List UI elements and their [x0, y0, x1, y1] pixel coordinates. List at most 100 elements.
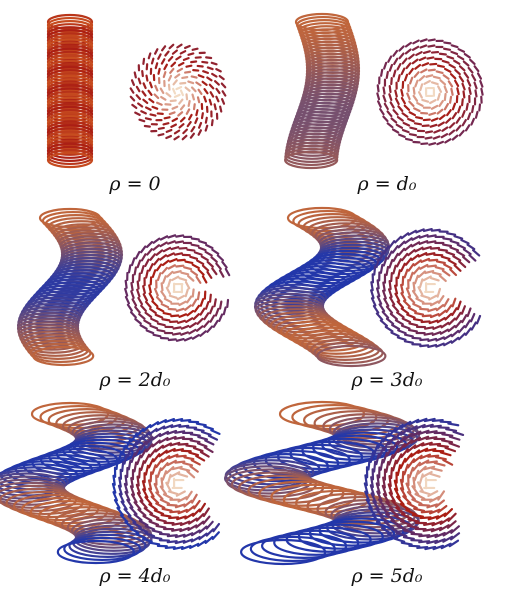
rod [190, 125, 196, 133]
rod [151, 300, 159, 308]
rod [431, 271, 442, 276]
rod [431, 331, 442, 336]
rod [364, 474, 368, 487]
rod [406, 425, 418, 433]
rod [407, 263, 415, 272]
rod [379, 108, 385, 116]
rod [190, 75, 198, 79]
rod [127, 459, 132, 471]
caption: ρ = 2d₀ [98, 369, 170, 391]
rod [165, 92, 172, 98]
rod [421, 62, 430, 67]
rod [179, 104, 186, 111]
rod [429, 62, 438, 66]
rod [480, 87, 484, 96]
rod [174, 533, 186, 539]
rod [192, 313, 200, 321]
rod [382, 289, 387, 300]
rod [153, 48, 159, 55]
rod [428, 472, 441, 478]
rod [140, 265, 145, 274]
rod [177, 508, 189, 515]
rod [407, 53, 415, 60]
rod [444, 312, 453, 321]
rod [418, 503, 431, 507]
rod [447, 259, 457, 266]
rod [382, 440, 390, 452]
rod [155, 249, 164, 256]
rod [167, 278, 172, 288]
rod [171, 117, 179, 123]
rod [445, 251, 456, 256]
rod [191, 493, 198, 504]
rod [120, 500, 128, 511]
rod [175, 307, 185, 313]
rod [190, 237, 200, 241]
rod [376, 474, 380, 487]
rod [155, 458, 163, 469]
rod [382, 451, 388, 464]
rod [148, 284, 152, 294]
rod [405, 287, 412, 298]
rod [399, 427, 411, 436]
rod [193, 499, 201, 510]
rod [201, 275, 208, 284]
rod [451, 297, 457, 308]
rod [176, 294, 186, 301]
rod [148, 503, 158, 511]
rod [404, 257, 413, 266]
rod [412, 266, 421, 275]
rod [448, 63, 456, 69]
rod [461, 82, 466, 91]
rod [379, 263, 384, 274]
rod [196, 317, 204, 325]
rod [177, 111, 184, 117]
rod [171, 528, 183, 532]
rod [412, 476, 416, 489]
rod [399, 478, 405, 491]
rod [429, 424, 442, 428]
rod [403, 268, 409, 279]
rod [418, 75, 426, 82]
rod [160, 303, 170, 309]
rod [409, 126, 418, 131]
rod [156, 467, 162, 478]
rod [377, 498, 386, 509]
rod [135, 94, 142, 101]
rod [397, 329, 407, 335]
rod [195, 81, 202, 87]
rod [407, 306, 417, 313]
rod [426, 503, 439, 509]
rod [203, 425, 214, 431]
rod [448, 442, 461, 448]
rod [415, 51, 423, 57]
rod [406, 92, 411, 101]
rod [409, 76, 414, 85]
rod [116, 506, 125, 517]
rod [442, 458, 454, 466]
rod [438, 52, 447, 56]
rod [165, 447, 176, 454]
rod [205, 243, 214, 250]
rod [383, 61, 388, 70]
rod [204, 116, 208, 124]
rod [205, 520, 214, 530]
ring [46, 53, 94, 70]
rod [178, 98, 184, 105]
rod [435, 342, 445, 348]
rod [142, 537, 153, 543]
rod [170, 123, 177, 128]
rod [129, 527, 140, 535]
rod [417, 252, 428, 258]
rod [156, 419, 167, 426]
rod [195, 325, 204, 332]
rod [422, 275, 432, 282]
rod [406, 444, 417, 453]
rod [388, 93, 393, 102]
rod [441, 433, 454, 437]
rod [375, 453, 380, 466]
rod [390, 331, 400, 338]
rod [142, 293, 149, 302]
rod [448, 317, 456, 326]
rod [167, 74, 173, 82]
